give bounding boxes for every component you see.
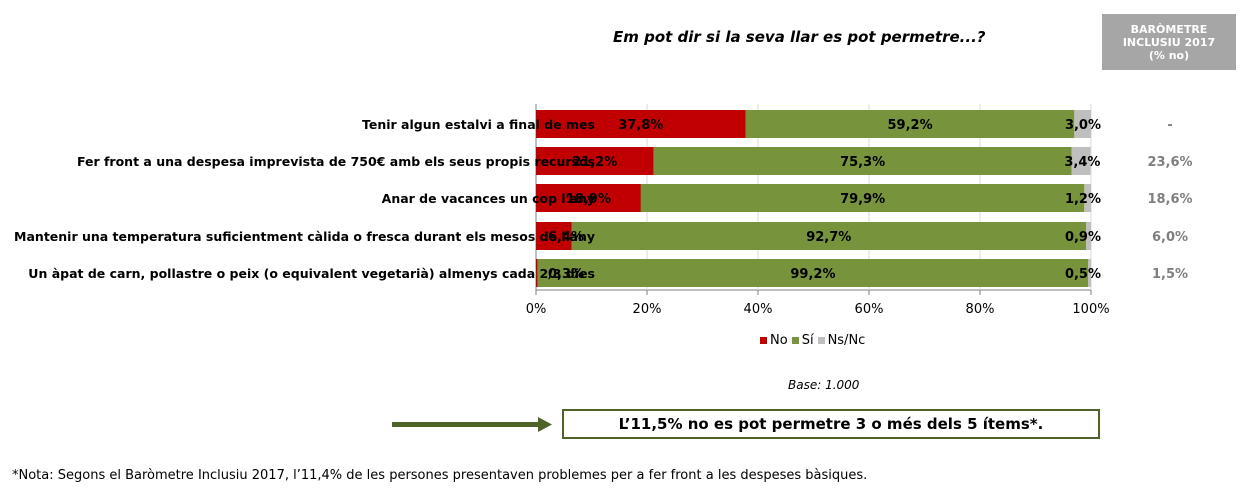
data-label: 79,9% (840, 192, 885, 207)
bar-nsnc (1088, 259, 1091, 287)
category-label: Fer front a una despesa imprevista de 75… (77, 154, 595, 169)
barometre-value: - (1167, 118, 1172, 133)
chart-legend: No Sí Ns/Nc (760, 333, 869, 348)
bar-si (653, 147, 1072, 175)
barometre-value: 23,6% (1147, 155, 1192, 170)
callout-box: L’11,5% no es pot permetre 3 o més dels … (562, 409, 1100, 439)
legend-label: Sí (801, 333, 814, 348)
category-label: Anar de vacances un cop l'any (382, 191, 595, 206)
data-label: 18,9% (566, 192, 611, 207)
bar-no (536, 184, 641, 212)
data-label: 59,2% (888, 118, 933, 133)
barometre-value: 1,5% (1152, 267, 1188, 282)
barometre-header-line2: INCLUSIU 2017 (1122, 35, 1216, 49)
bar-si (571, 222, 1087, 250)
category-label: Mantenir una temperatura suficientment c… (14, 229, 595, 244)
bar-no (536, 147, 654, 175)
legend-item: No (760, 333, 788, 348)
bar-no (536, 259, 538, 287)
barometre-header-line3: (% no) (1148, 48, 1190, 62)
data-label: 99,2% (790, 267, 835, 282)
data-label: 0,5% (1065, 267, 1101, 282)
legend-swatch (817, 337, 825, 344)
data-label: 0,9% (1065, 230, 1101, 245)
legend-label: Ns/Nc (827, 333, 866, 348)
data-label: 75,3% (840, 155, 885, 170)
data-label: 0,3% (548, 267, 584, 282)
bar-nsnc (1086, 222, 1091, 250)
x-tick-label: 0% (526, 302, 547, 317)
x-tick-label: 20% (633, 302, 662, 317)
data-label: 92,7% (806, 230, 851, 245)
data-label: 3,0% (1065, 118, 1101, 133)
x-tick-label: 40% (744, 302, 773, 317)
bar-si (537, 259, 1089, 287)
bar-nsnc (1084, 184, 1091, 212)
barometre-value: 6,0% (1152, 230, 1188, 245)
x-tick-label: 60% (855, 302, 884, 317)
category-label: Tenir algun estalvi a final de mes (362, 117, 595, 132)
data-label: 37,8% (618, 118, 663, 133)
barometre-header-box: BARÒMETRE INCLUSIU 2017 (% no) (1102, 14, 1236, 70)
data-label: 6,4% (548, 230, 584, 245)
legend-item: Ns/Nc (817, 333, 866, 348)
bar-si (745, 110, 1075, 138)
bar-nsnc (1074, 110, 1091, 138)
bar-si (640, 184, 1085, 212)
x-tick-label: 80% (966, 302, 995, 317)
base-note: Base: 1.000 (788, 378, 860, 392)
bar-nsnc (1071, 147, 1091, 175)
category-label: Un àpat de carn, pollastre o peix (o equ… (28, 266, 595, 281)
arrow-icon (392, 417, 552, 432)
legend-item: Sí (791, 333, 814, 348)
footnote: *Nota: Segons el Baròmetre Inclusiu 2017… (12, 468, 868, 483)
bar-no (536, 110, 746, 138)
stacked-bar-chart: Tenir algun estalvi a final de mes Fer fr… (14, 104, 1193, 317)
chart-title: Em pot dir si la seva llar es pot permet… (613, 28, 986, 46)
data-label: 3,4% (1064, 155, 1100, 170)
data-label: 1,2% (1065, 192, 1101, 207)
barometre-value: 18,6% (1147, 192, 1192, 207)
bar-no (536, 222, 572, 250)
legend-swatch (791, 337, 799, 344)
x-tick-label: 100% (1072, 302, 1109, 317)
legend-swatch (760, 337, 767, 344)
barometre-header-line1: BARÒMETRE (1130, 22, 1208, 36)
legend-label: No (770, 333, 788, 348)
data-label: 21,2% (572, 155, 617, 170)
